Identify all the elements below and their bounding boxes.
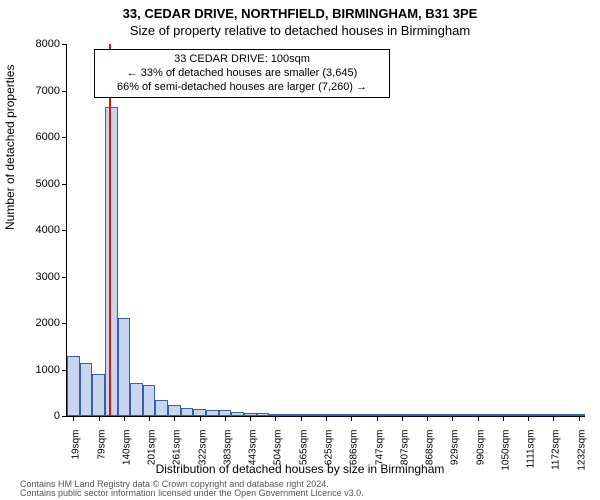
y-tick-label: 8000: [10, 38, 60, 50]
x-tick: [503, 416, 504, 421]
histogram-bar: [181, 408, 194, 416]
x-tick: [402, 416, 403, 421]
histogram-bar: [358, 414, 371, 416]
chart-title-line1: 33, CEDAR DRIVE, NORTHFIELD, BIRMINGHAM,…: [0, 6, 600, 21]
histogram-bar: [92, 374, 105, 416]
histogram-bar: [206, 410, 219, 416]
y-tick: [62, 277, 67, 278]
histogram-bar: [332, 414, 345, 416]
y-tick: [62, 230, 67, 231]
y-tick-label: 0: [10, 410, 60, 422]
x-tick: [326, 416, 327, 421]
x-tick: [99, 416, 100, 421]
x-tick: [174, 416, 175, 421]
histogram-bar: [143, 385, 156, 416]
x-tick: [452, 416, 453, 421]
y-tick: [62, 44, 67, 45]
histogram-bar: [118, 318, 131, 416]
y-tick: [62, 137, 67, 138]
x-tick: [553, 416, 554, 421]
annotation-line1: 33 CEDAR DRIVE: 100sqm: [99, 53, 385, 67]
x-tick: [73, 416, 74, 421]
histogram-bar: [459, 414, 472, 416]
x-tick: [579, 416, 580, 421]
x-tick: [124, 416, 125, 421]
histogram-bar: [80, 363, 93, 416]
histogram-bar: [105, 107, 118, 416]
histogram-bar: [130, 383, 143, 416]
histogram-bar: [231, 412, 244, 416]
y-tick: [62, 184, 67, 185]
x-tick: [225, 416, 226, 421]
x-tick: [377, 416, 378, 421]
histogram-bar: [509, 414, 522, 416]
histogram-bar: [560, 414, 573, 416]
y-tick: [62, 323, 67, 324]
annotation-line2: ← 33% of detached houses are smaller (3,…: [99, 67, 385, 81]
x-tick: [427, 416, 428, 421]
histogram-bar: [155, 400, 168, 416]
histogram-bar: [534, 414, 547, 416]
y-tick-label: 7000: [10, 85, 60, 97]
annotation-line3: 66% of semi-detached houses are larger (…: [99, 81, 385, 95]
x-tick: [478, 416, 479, 421]
x-tick: [528, 416, 529, 421]
x-tick: [351, 416, 352, 421]
chart-plot-area: [66, 44, 585, 417]
y-tick-label: 2000: [10, 317, 60, 329]
y-tick-label: 4000: [10, 224, 60, 236]
histogram-bar: [193, 409, 206, 416]
y-tick-label: 3000: [10, 271, 60, 283]
x-tick: [200, 416, 201, 421]
histogram-bar: [307, 414, 320, 416]
chart-title-line2: Size of property relative to detached ho…: [0, 23, 600, 38]
x-axis-label: Distribution of detached houses by size …: [0, 462, 600, 476]
histogram-bar: [484, 414, 497, 416]
property-marker-line: [109, 44, 111, 416]
histogram-bar: [282, 414, 295, 416]
y-tick-label: 1000: [10, 364, 60, 376]
histogram-bar: [408, 414, 421, 416]
histogram-bar: [257, 413, 270, 416]
y-tick: [62, 416, 67, 417]
histogram-bar: [67, 356, 80, 416]
x-tick: [275, 416, 276, 421]
x-tick: [149, 416, 150, 421]
footer-line2: Contains public sector information licen…: [20, 488, 364, 498]
y-tick: [62, 370, 67, 371]
footer-attribution: Contains HM Land Registry data © Crown c…: [20, 480, 364, 498]
y-tick-label: 6000: [10, 131, 60, 143]
x-tick: [250, 416, 251, 421]
annotation-box: 33 CEDAR DRIVE: 100sqm ← 33% of detached…: [94, 49, 390, 98]
histogram-bar: [168, 405, 181, 416]
y-tick-label: 5000: [10, 178, 60, 190]
histogram-bars: [67, 44, 585, 416]
histogram-bar: [383, 414, 396, 416]
x-tick: [301, 416, 302, 421]
y-tick: [62, 91, 67, 92]
histogram-bar: [433, 414, 446, 416]
